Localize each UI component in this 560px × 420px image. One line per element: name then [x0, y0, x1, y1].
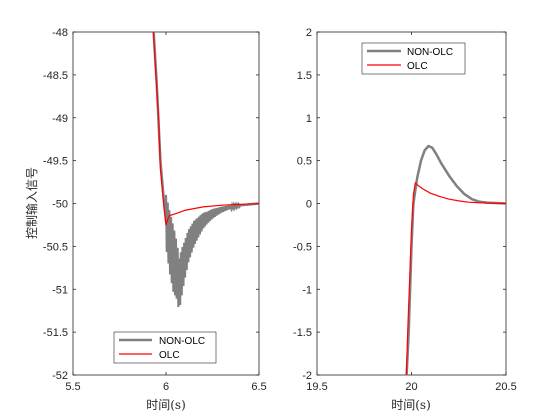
left-y-tick-label: -49.5	[43, 156, 68, 168]
right-legend-box	[361, 42, 466, 75]
left-y-tick-label: -49	[52, 113, 68, 125]
left-legend-label-olc: OLC	[159, 350, 180, 361]
left-y-ticks: -48 -48.5 -49 -49.5 -50 -50.5 -51 -51.5 -52	[43, 27, 259, 382]
right-y-tick-label: 2	[306, 27, 312, 39]
right-legend-label-olc: OLC	[407, 61, 428, 72]
right-x-tick-label: 20	[405, 381, 417, 393]
left-y-tick-label: -48.5	[43, 70, 68, 82]
right-y-tick-label: -2	[302, 370, 312, 382]
right-x-ticks: 19.5 20 20.5	[306, 32, 517, 393]
right-y-tick-label: -1.5	[293, 327, 312, 339]
right-chart-panel: 19.5 20 20.5 2 1.5 1 0.5 0 -0.5 -1 -1.5 -2 时间(s) N…	[293, 27, 517, 412]
right-series-1-line	[405, 182, 506, 375]
right-y-tick-label: 0.5	[297, 156, 312, 168]
right-y-tick-label: 1	[306, 113, 312, 125]
left-y-tick-label: -50	[52, 199, 68, 211]
left-y-tick-label: -51	[52, 284, 68, 296]
right-y-ticks: 2 1.5 1 0.5 0 -0.5 -1 -1.5 -2	[293, 27, 506, 382]
left-legend: NON-OLC OLC	[113, 331, 217, 364]
right-x-tick-label: 19.5	[306, 381, 327, 393]
right-y-tick-label: -0.5	[293, 241, 312, 253]
right-y-tick-label: -1	[302, 284, 312, 296]
right-x-tick-label: 20.5	[495, 381, 516, 393]
left-y-tick-label: -51.5	[43, 327, 68, 339]
left-series-0-oscillation	[164, 194, 242, 308]
left-x-tick-label: 5.5	[65, 381, 80, 393]
right-y-tick-label: 1.5	[297, 70, 312, 82]
left-x-tick-label: 6	[163, 381, 169, 393]
left-legend-box	[113, 331, 217, 364]
left-chart-panel: 5.5 6 6.5 -48 -48.5 -49 -49.5 -50 -50.5 -51 -51.5…	[24, 27, 267, 412]
left-x-axis-label: 时间(s)	[146, 398, 186, 412]
left-x-ticks: 5.5 6 6.5	[65, 32, 267, 393]
right-series-lines	[405, 144, 506, 375]
left-y-axis-label: 控制输入信号	[24, 167, 39, 239]
left-series-1-line	[152, 32, 259, 226]
right-legend-label-non-olc: NON-OLC	[407, 47, 453, 58]
left-legend-label-non-olc: NON-OLC	[159, 336, 205, 347]
left-x-tick-label: 6.5	[251, 381, 266, 393]
right-y-tick-label: 0	[306, 199, 312, 211]
left-y-tick-label: -52	[52, 370, 68, 382]
left-series-lines	[152, 32, 259, 308]
right-plot-area	[316, 31, 507, 376]
left-y-tick-label: -48	[52, 27, 68, 39]
left-y-tick-label: -50.5	[43, 241, 68, 253]
right-x-axis-label: 时间(s)	[391, 398, 431, 412]
right-legend: NON-OLC OLC	[361, 42, 466, 75]
